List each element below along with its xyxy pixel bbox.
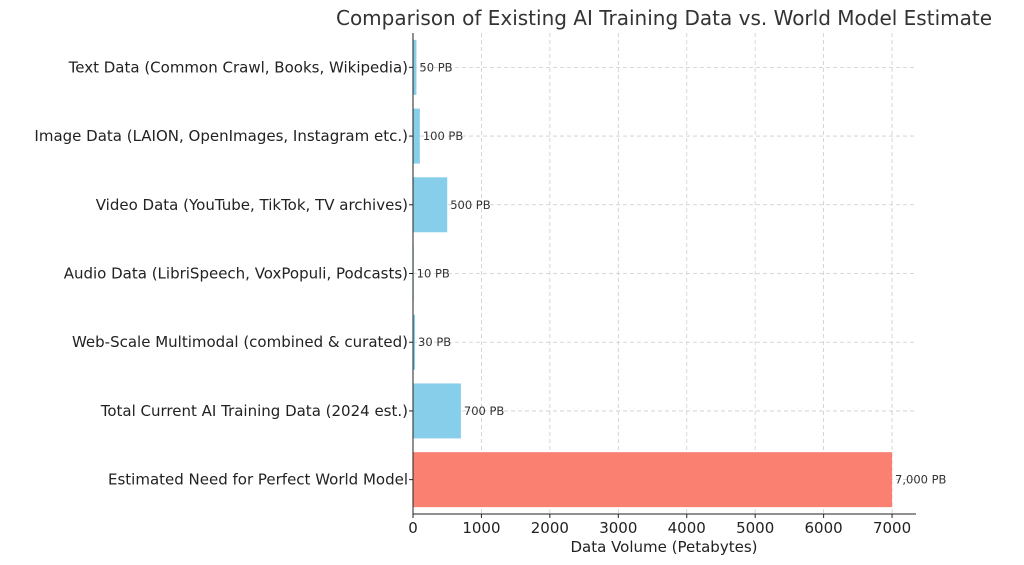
bar-data-label: 50 PB xyxy=(419,60,452,74)
x-tick-label: 1000 xyxy=(462,519,500,537)
bar-data-label: 30 PB xyxy=(418,335,451,349)
y-tick-label: Estimated Need for Perfect World Model xyxy=(108,471,408,489)
chart-title: Comparison of Existing AI Training Data … xyxy=(336,6,992,30)
bar xyxy=(413,314,416,370)
x-axis-label: Data Volume (Petabytes) xyxy=(571,538,758,556)
x-tick-label: 4000 xyxy=(668,519,706,537)
bar xyxy=(413,39,417,95)
bar xyxy=(413,177,448,233)
bar-data-label: 700 PB xyxy=(464,404,505,418)
x-tick-label: 2000 xyxy=(531,519,569,537)
x-tick-label: 0 xyxy=(408,519,418,537)
bar xyxy=(413,383,461,439)
bar-data-label: 10 PB xyxy=(417,267,450,281)
x-tick-label: 3000 xyxy=(599,519,637,537)
y-tick-label: Audio Data (LibriSpeech, VoxPopuli, Podc… xyxy=(64,265,408,283)
x-tick-label: 7000 xyxy=(873,519,911,537)
y-tick-label: Video Data (YouTube, TikTok, TV archives… xyxy=(96,196,408,214)
bar xyxy=(413,108,420,164)
y-tick-label: Web-Scale Multimodal (combined & curated… xyxy=(72,333,408,351)
bar-data-label: 500 PB xyxy=(450,198,491,212)
bar-data-label: 7,000 PB xyxy=(895,473,947,487)
y-tick-label: Total Current AI Training Data (2024 est… xyxy=(100,402,408,420)
x-tick-label: 6000 xyxy=(805,519,843,537)
bar-data-label: 100 PB xyxy=(423,129,464,143)
y-tick-label: Image Data (LAION, OpenImages, Instagram… xyxy=(34,127,408,145)
y-tick-label: Text Data (Common Crawl, Books, Wikipedi… xyxy=(68,58,408,76)
x-tick-label: 5000 xyxy=(736,519,774,537)
bar xyxy=(413,452,893,508)
